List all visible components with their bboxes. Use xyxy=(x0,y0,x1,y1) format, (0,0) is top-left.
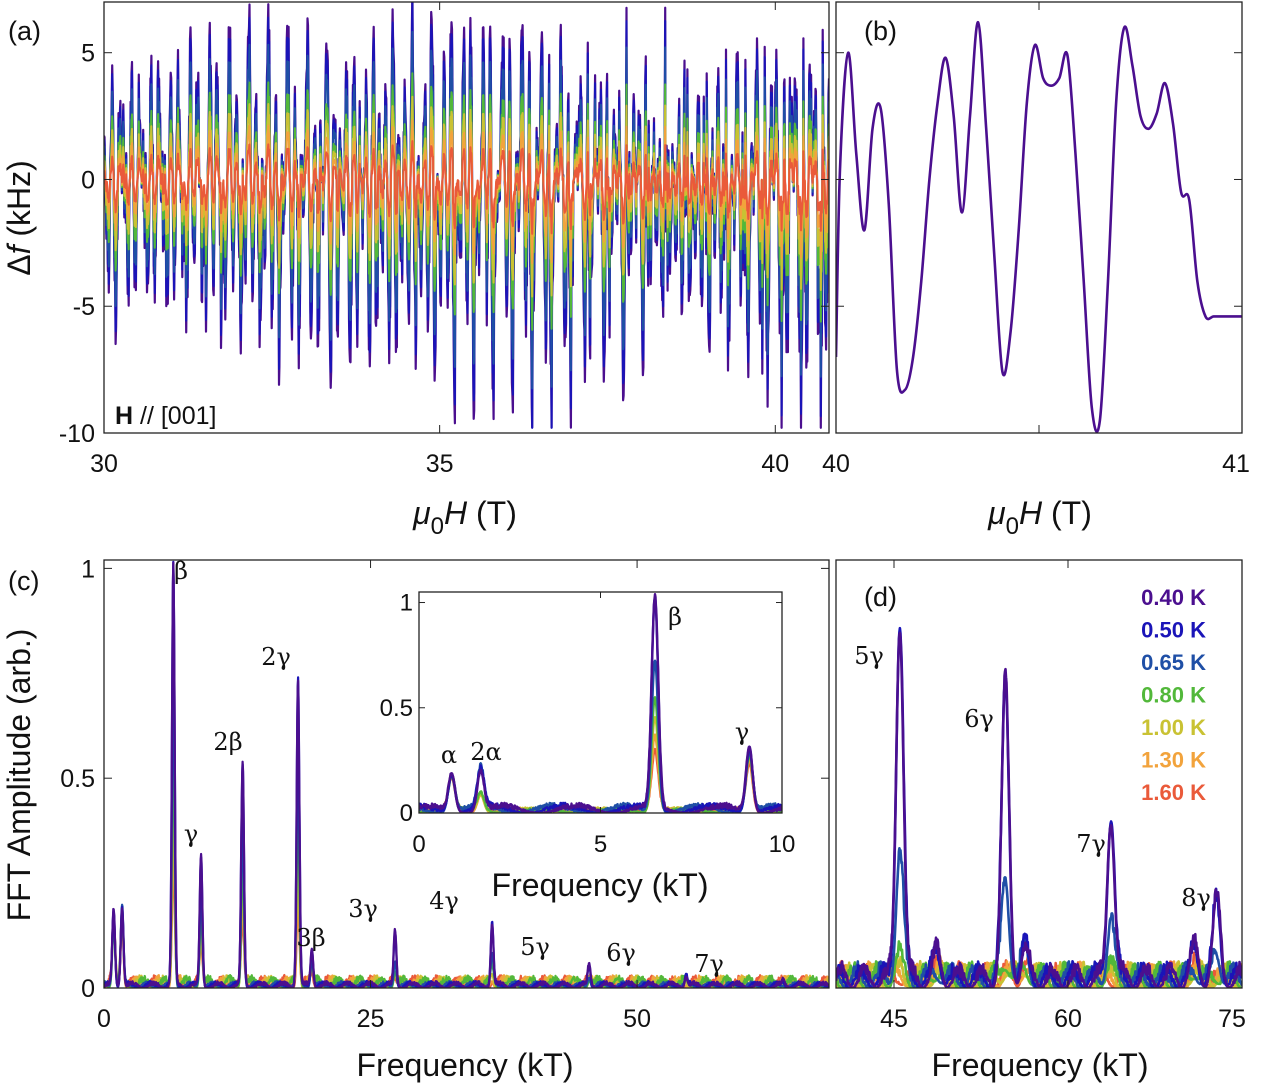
y-tick-label: 1 xyxy=(81,555,95,583)
legend-entry: 1.60 K xyxy=(1141,780,1206,805)
x-tick-label: 45 xyxy=(880,1005,908,1033)
legend-entry: 0.80 K xyxy=(1141,683,1206,708)
x-axis-label: Frequency (kT) xyxy=(932,1047,1149,1083)
trace-1-60-K xyxy=(104,140,829,235)
peak-label: 2γ xyxy=(261,643,291,671)
peak-label: 7γ xyxy=(694,950,724,978)
trace-0-40-K xyxy=(836,20,1242,433)
legend-entry: 1.00 K xyxy=(1141,715,1206,740)
x-tick-label: 50 xyxy=(623,1005,651,1033)
x-axis-label: μ0H (T) xyxy=(987,495,1092,540)
peak-label: 3γ xyxy=(348,895,378,923)
y-tick-label: -5 xyxy=(73,293,95,321)
peak-label: 4γ xyxy=(429,887,459,915)
inset-x-tick-label: 5 xyxy=(594,831,607,858)
y-tick-label: 5 xyxy=(81,40,95,68)
inset-y-tick-label: 0 xyxy=(400,800,413,827)
peak-label: γ xyxy=(184,820,198,848)
y-tick-label: -10 xyxy=(59,420,95,448)
panel-label-b: (b) xyxy=(864,16,897,46)
peak-label: 6γ xyxy=(964,705,994,733)
panel-label-c: (c) xyxy=(8,566,39,596)
panel-d: 45 60 75 (d) Frequency (kT) 5γ 6γ 7γ 8γ 0.40 K 0.5… xyxy=(835,559,1246,1083)
panel-a-frame xyxy=(103,1,830,434)
x-tick-label: 41 xyxy=(1222,450,1250,478)
peak-label: 5γ xyxy=(520,933,550,961)
panel-b: 40 41 (b) μ0H (T) xyxy=(822,1,1250,540)
inset-x-tick-label: 0 xyxy=(412,831,425,858)
x-tick-label: 30 xyxy=(90,450,118,478)
inset-x-tick-label: 10 xyxy=(769,831,796,858)
peak-label: 5γ xyxy=(854,642,884,670)
x-tick-label: 60 xyxy=(1054,1005,1082,1033)
inset-background xyxy=(419,592,782,813)
panel-c-frame xyxy=(103,559,830,989)
y-tick-label: 0 xyxy=(81,166,95,194)
x-axis-label: Frequency (kT) xyxy=(357,1047,574,1083)
x-tick-label: 35 xyxy=(426,450,454,478)
y-axis-label: FFT Amplitude (arb.) xyxy=(1,629,37,922)
panel-d-frame xyxy=(835,559,1243,989)
panel-label-a: (a) xyxy=(8,16,41,46)
legend-entry: 1.30 K xyxy=(1141,748,1206,773)
spectrum-0-80-K xyxy=(104,755,829,988)
panel-label-d: (d) xyxy=(864,582,897,612)
y-tick-label: 0 xyxy=(81,975,95,1003)
inset-peak-label: γ xyxy=(735,718,749,746)
inset-x-axis-label: Frequency (kT) xyxy=(492,867,709,903)
field-direction-annotation: H // [001] xyxy=(115,402,216,430)
legend-entry: 0.40 K xyxy=(1141,585,1206,610)
peak-label: β xyxy=(174,557,188,585)
inset-y-tick-label: 0.5 xyxy=(380,695,413,722)
x-tick-label: 75 xyxy=(1218,1005,1246,1033)
inset-peak-label: 2α xyxy=(470,738,501,766)
x-tick-label: 25 xyxy=(357,1005,385,1033)
panel-a: 30 35 40 5 0 -5 -10 (a) Δf (kHz) μ0H (T) H // [001… xyxy=(1,1,830,540)
x-tick-label: 40 xyxy=(761,450,789,478)
inset-peak-label: α xyxy=(441,741,457,769)
x-tick-label: 0 xyxy=(97,1005,111,1033)
spectrum-d-0 xyxy=(836,631,1242,988)
legend-entry: 0.50 K xyxy=(1141,618,1206,643)
legend-entry: 0.65 K xyxy=(1141,650,1206,675)
peak-label: 7γ xyxy=(1076,830,1106,858)
inset: 0 5 10 1 0.5 0 Frequency (kT) α 2α β γ xyxy=(380,590,796,903)
y-axis-label: Δf (kHz) xyxy=(1,160,37,276)
inset-peak-label: β xyxy=(668,603,682,631)
y-tick-label: 0.5 xyxy=(60,765,95,793)
peak-label: 6γ xyxy=(606,939,636,967)
inset-y-tick-label: 1 xyxy=(400,590,413,617)
x-axis-label: μ0H (T) xyxy=(412,495,517,540)
x-tick-label: 40 xyxy=(822,450,850,478)
peak-label: 8γ xyxy=(1181,884,1211,912)
peak-label: 3β xyxy=(296,924,325,952)
peak-label: 2β xyxy=(213,728,242,756)
